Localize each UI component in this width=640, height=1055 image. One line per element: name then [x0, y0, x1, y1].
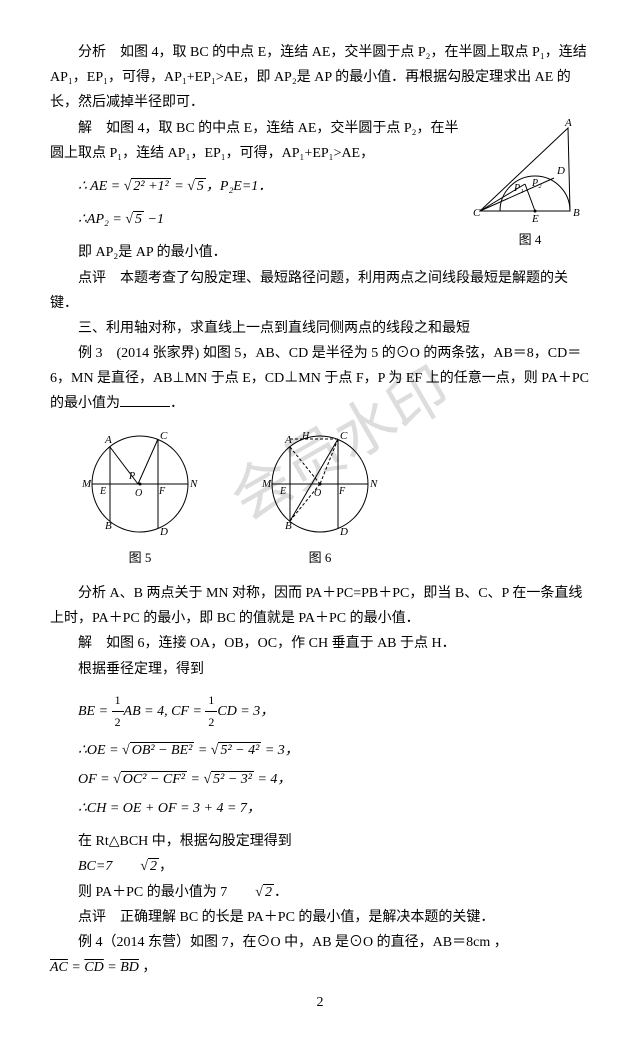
sqrt-occf: OC² − CF² — [121, 771, 187, 787]
svg-text:B: B — [573, 207, 580, 219]
rt-bch: 在 Rt△BCH 中，根据勾股定理得到 — [50, 829, 590, 854]
eq1-pre: ∴ AE = — [78, 179, 124, 194]
example-4: 例 4（2014 东营）如图 7，在⊙O 中，AB 是⊙O 的直径，AB＝8cm… — [50, 930, 590, 980]
p11a: 则 PA＋PC 的最小值为 7 — [78, 885, 227, 900]
svg-text:O: O — [314, 488, 321, 499]
section-3: 三、利用轴对称，求直线上一点到直线同侧两点的线段之和最短 — [50, 316, 590, 341]
eq2-pre: ∴AP₂ = — [78, 212, 125, 227]
svg-text:P₂: P₂ — [531, 178, 542, 189]
svg-text:D: D — [339, 526, 348, 538]
comment-2: 点评 正确理解 BC 的长是 PA＋PC 的最小值，是解决本题的关键． — [50, 905, 590, 930]
frac-den-2: 2 — [205, 712, 217, 733]
page-content: 分析 如图 4，取 BC 的中点 E，连结 AE，交半圆于点 P₂，在半圆上取点… — [50, 40, 590, 1015]
svg-text:C: C — [340, 430, 348, 442]
svg-text:M: M — [261, 478, 272, 490]
sqrt-54: 5² − 4² — [218, 742, 261, 758]
eq3a: BC=7 — [78, 859, 112, 874]
fig4-caption: 图 4 — [470, 228, 590, 251]
frac-den-1: 2 — [112, 712, 124, 733]
example-3: 例 3 (2014 张家界) 如图 5，AB、CD 是半径为 5 的⊙O 的两条… — [50, 341, 590, 417]
svg-text:A: A — [284, 434, 292, 446]
analysis-2: 分析 A、B 两点关于 MN 对称，因而 PA＋PC=PB＋PC，即当 B、C、… — [50, 581, 590, 631]
figure-4: A B C D E P₁ P₂ 图 4 — [470, 116, 590, 251]
arc-cd: CD — [84, 960, 103, 975]
svg-text:M: M — [81, 478, 92, 490]
svg-text:F: F — [158, 486, 166, 497]
svg-text:N: N — [369, 478, 378, 490]
analysis-1: 分析 如图 4，取 BC 的中点 E，连结 AE，交半圆于点 P₂，在半圆上取点… — [50, 40, 590, 116]
svg-text:E: E — [531, 213, 539, 225]
eq1-mid: = — [171, 179, 187, 194]
eqL2c: = 3， — [261, 743, 298, 758]
eqL3c: = 4， — [254, 772, 291, 787]
fig5-caption: 图 5 — [80, 546, 200, 569]
eqL3b: = — [187, 772, 203, 787]
ex3-text: 例 3 (2014 张家界) 如图 5，AB、CD 是半径为 5 的⊙O 的两条… — [50, 346, 589, 411]
conclusion-2: 则 PA＋PC 的最小值为 7 2． — [50, 880, 590, 905]
svg-text:P₁: P₁ — [513, 183, 524, 194]
svg-text:A: A — [104, 434, 112, 446]
eqL1b: AB = 4, CF = — [124, 704, 206, 719]
figure-5: A B C D M N E O P F 图 5 — [80, 429, 200, 569]
eqL1c: CD = 3， — [217, 704, 274, 719]
arc-bd: BD — [120, 960, 139, 975]
page-number: 2 — [50, 990, 590, 1015]
comment-1: 点评 本题考查了勾股定理、最短路径问题，利用两点之间线段最短是解题的关键． — [50, 266, 590, 316]
svg-text:C: C — [473, 207, 481, 219]
ex4-text: 例 4（2014 东营）如图 7，在⊙O 中，AB 是⊙O 的直径，AB＝8cm… — [78, 935, 508, 950]
sqrt2-a: 2 — [148, 858, 159, 874]
svg-text:H: H — [301, 431, 310, 442]
equation-block-2: BE = 12AB = 4, CF = 12CD = 3， ∴OE = OB² … — [78, 690, 590, 821]
sqrt-obbe: OB² − BE² — [130, 742, 195, 758]
p11b: ． — [274, 885, 288, 900]
sqrt5-b: 5 — [133, 211, 144, 227]
eq3b: ， — [159, 859, 173, 874]
figures-5-6: A B C D M N E O P F 图 5 A H B C — [80, 429, 590, 569]
arc-ac: AC — [50, 960, 68, 975]
eq1-post: ，P₂E=1． — [206, 179, 272, 194]
svg-text:P: P — [128, 471, 135, 482]
svg-text:N: N — [189, 478, 198, 490]
eqL2a: ∴OE = — [78, 743, 122, 758]
sqrt2-b: 2 — [263, 884, 274, 900]
fig6-caption: 图 6 — [260, 546, 380, 569]
svg-text:B: B — [105, 520, 112, 532]
blank-answer — [120, 406, 170, 407]
eqL3a: OF = — [78, 772, 113, 787]
frac-num-2: 1 — [205, 690, 217, 712]
sqrt5-a: 5 — [195, 178, 206, 194]
svg-text:C: C — [160, 430, 168, 442]
svg-text:D: D — [556, 165, 565, 177]
eqL1a: BE = — [78, 704, 112, 719]
svg-text:E: E — [279, 486, 286, 497]
sqrt-21: 2² +1² — [131, 178, 170, 194]
eq2-post: −1 — [144, 212, 164, 227]
solution-2b: 根据垂径定理，得到 — [50, 657, 590, 682]
eqL4: ∴CH = OE + OF = 3 + 4 = 7， — [78, 796, 590, 821]
figure-6: A H B C D M N E O F 图 6 — [260, 429, 380, 569]
frac-num-1: 1 — [112, 690, 124, 712]
svg-text:F: F — [338, 486, 346, 497]
solution-2a: 解 如图 6，连接 OA，OB，OC，作 CH 垂直于 AB 于点 H． — [50, 631, 590, 656]
eqL2b: = — [194, 743, 210, 758]
svg-text:D: D — [159, 526, 168, 538]
ex3-end: ． — [170, 396, 184, 411]
svg-text:B: B — [285, 520, 292, 532]
svg-text:O: O — [135, 488, 142, 499]
sqrt-53: 5² − 3² — [211, 771, 254, 787]
equation-3: BC=7 2， — [50, 854, 590, 879]
svg-text:A: A — [564, 117, 572, 129]
svg-text:E: E — [99, 486, 106, 497]
